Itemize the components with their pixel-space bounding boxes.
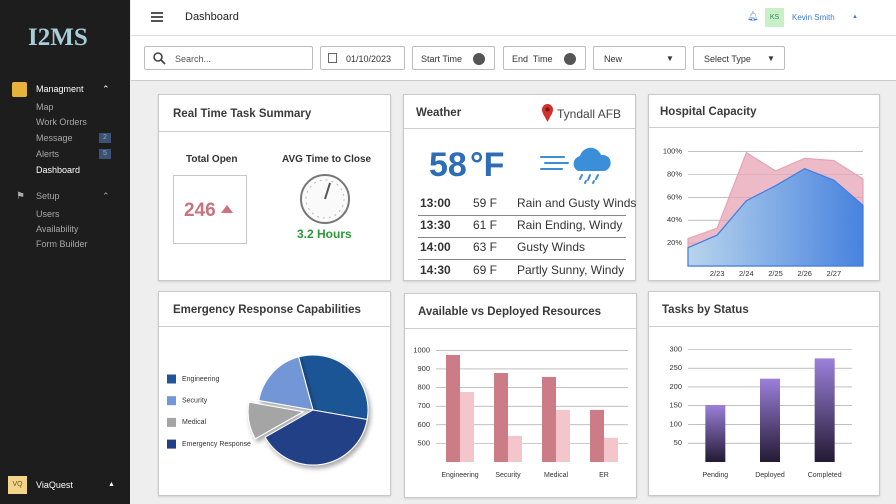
logo: I2MS [28, 24, 88, 51]
nav-item[interactable]: Alerts [36, 149, 60, 159]
clock-icon [473, 53, 485, 65]
section-title[interactable]: Managment [36, 84, 84, 94]
type-value: Select Type [704, 54, 751, 64]
forecast-temp: 69 F [473, 262, 498, 277]
menu-button[interactable] [151, 12, 163, 14]
forecast-conditions: Rain Ending, Windy [517, 218, 623, 233]
status-value: New [604, 54, 623, 64]
clock-icon [564, 53, 576, 65]
badge: 2 [99, 133, 111, 143]
account-avatar[interactable]: VQ [8, 476, 27, 494]
search-input[interactable]: Search... [144, 46, 313, 70]
account-name[interactable]: ViaQuest [36, 480, 73, 490]
nav-item[interactable]: Users [36, 209, 60, 219]
divider [404, 128, 635, 129]
temperature-unit: °F [470, 146, 505, 184]
location: Tyndall AFB [557, 107, 622, 121]
temperature: 58 [429, 146, 467, 184]
tasks-card [648, 291, 880, 496]
divider [418, 259, 626, 261]
page-title: Dashboard [185, 11, 239, 23]
forecast-temp: 59 F [473, 196, 498, 210]
nav-item[interactable]: Message [36, 133, 73, 143]
divider [418, 237, 626, 239]
avg-time-label: AVG Time to Close [282, 154, 372, 165]
divider [159, 131, 390, 132]
forecast-temp: 61 F [473, 218, 498, 233]
forecast-time: 14:30 [420, 262, 451, 277]
forecast-time: 13:00 [420, 196, 451, 210]
card-title: Hospital Capacity [660, 106, 757, 118]
date-value: 01/10/2023 [346, 54, 392, 64]
nav-item[interactable]: Availability [36, 224, 79, 234]
total-open-box [173, 175, 247, 244]
trend-arrow [221, 205, 233, 213]
caret[interactable]: ▲ [108, 481, 115, 488]
nav-item[interactable]: Dashboard [36, 165, 81, 175]
card-title: Emergency Response Capabilities [173, 304, 361, 316]
avg-time-value: 3.2 Hours [297, 227, 352, 241]
weather-icon [540, 147, 611, 184]
search-placeholder: Search... [175, 54, 212, 64]
total-open-label: Total Open [186, 154, 238, 165]
nav-item[interactable]: Map [36, 102, 54, 112]
forecast-conditions: Rain and Gusty Winds [517, 196, 637, 210]
forecast-conditions: Gusty Winds [517, 240, 586, 255]
card-title: Weather [416, 107, 462, 119]
forecast-temp: 63 F [473, 240, 498, 255]
task-summary-card [158, 94, 391, 281]
divider [405, 328, 636, 329]
badge: 5 [99, 149, 111, 159]
type-select[interactable]: Select Type ▼ [693, 46, 785, 70]
card-title: Tasks by Status [662, 304, 749, 316]
divider [649, 326, 879, 327]
end-time-input[interactable]: End Time [503, 46, 586, 70]
dropdown-arrow: ▼ [767, 54, 775, 63]
caret[interactable]: ▲ [852, 14, 858, 20]
forecast-time: 13:30 [420, 218, 451, 233]
gauge-icon [300, 174, 350, 224]
caret[interactable]: ⌃ [102, 191, 110, 201]
resources-card [404, 293, 637, 498]
start-time-input[interactable]: Start Time [412, 46, 495, 70]
divider [159, 326, 390, 327]
status-select[interactable]: New ▼ [593, 46, 686, 70]
search-icon [153, 52, 166, 65]
section-title[interactable]: Setup [36, 191, 60, 201]
capabilities-card [158, 291, 391, 496]
card-title: Real Time Task Summary [173, 108, 312, 120]
divider [418, 215, 626, 216]
start-time-label: Start Time [421, 54, 463, 64]
nav-item[interactable]: Work Orders [36, 117, 87, 127]
topbar: Dashboard 🔔︎ KS Kevin Smith ▲ [131, 0, 896, 36]
dropdown-arrow: ▼ [666, 54, 674, 63]
location-pin [542, 104, 553, 122]
end-time-label: End Time [512, 54, 553, 64]
date-input[interactable]: 01/10/2023 [320, 46, 405, 70]
forecast-time: 14:00 [420, 240, 451, 255]
calendar-icon [328, 53, 337, 63]
total-open-value: 246 [184, 200, 216, 221]
hospital-card [648, 94, 880, 281]
weather-card [403, 94, 636, 281]
divider [649, 127, 879, 128]
card-title: Available vs Deployed Resources [418, 306, 602, 318]
section-icon [12, 82, 27, 97]
sidebar: I2MS Managment ⌃ Map Work Orders Message… [0, 0, 130, 504]
caret[interactable]: ⌃ [102, 84, 110, 94]
section-icon: ⚑ [16, 191, 25, 202]
user-avatar[interactable]: KS [765, 8, 784, 27]
user-name[interactable]: Kevin Smith [792, 13, 835, 22]
forecast-conditions: Partly Sunny, Windy [517, 262, 625, 277]
nav-item[interactable]: Form Builder [36, 239, 88, 249]
notifications[interactable]: 🔔︎ [747, 11, 759, 21]
